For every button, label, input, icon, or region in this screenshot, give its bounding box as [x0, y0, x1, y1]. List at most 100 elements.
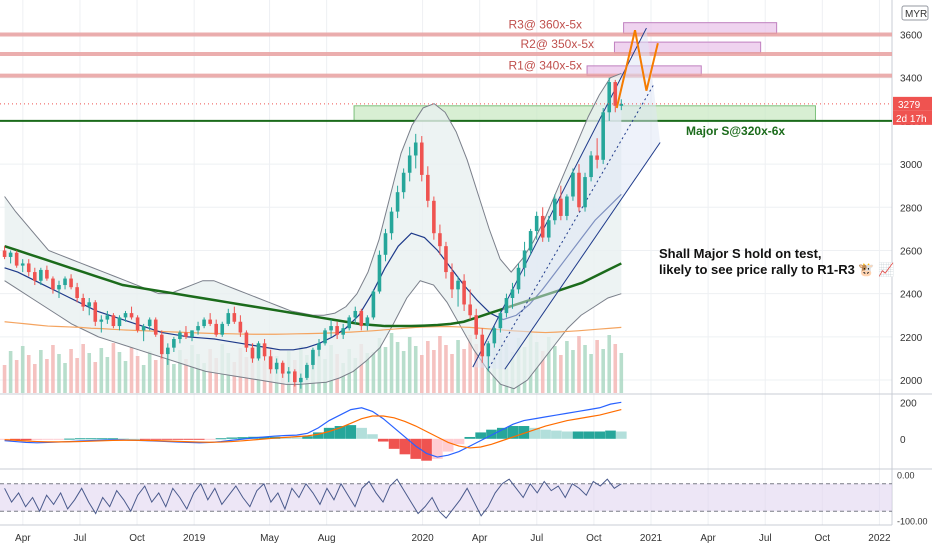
volume-bar	[111, 343, 116, 393]
oscillator-pane	[0, 478, 892, 519]
macd-histogram-bar	[64, 438, 75, 440]
candle-body	[335, 326, 339, 335]
candle-body	[565, 196, 569, 216]
candle-body	[8, 252, 13, 257]
candle-body	[280, 362, 285, 374]
price-tick-label: 2600	[900, 246, 923, 257]
volume-bar	[196, 354, 200, 393]
volume-bar	[214, 358, 218, 393]
candle-body	[468, 304, 472, 316]
volume-bar	[395, 342, 400, 393]
price-tick-label: 3000	[900, 160, 923, 171]
volume-bar	[75, 358, 79, 393]
candle-body	[256, 343, 261, 359]
candle-body	[220, 323, 225, 335]
volume-bar	[232, 362, 237, 393]
volume-bar	[63, 363, 67, 393]
macd-histogram-bar	[356, 427, 367, 439]
williams-r-line	[4, 478, 622, 519]
volume-bar	[607, 335, 612, 393]
candle-body	[504, 297, 509, 314]
volume-bar	[341, 363, 345, 393]
candle-body	[238, 321, 243, 333]
candle-body	[601, 112, 605, 160]
candle-body	[190, 330, 194, 337]
price-tick-label: 2400	[900, 290, 923, 301]
signal-line	[4, 409, 622, 449]
macd-histogram-bar	[31, 438, 43, 441]
candle-body	[57, 285, 61, 290]
volume-bar	[432, 350, 436, 393]
volume-bar	[365, 353, 370, 393]
volume-bar	[401, 351, 406, 393]
volume-bar	[147, 351, 152, 393]
last-price-box	[893, 96, 932, 111]
macd-histogram-bar	[96, 438, 108, 440]
macd-histogram-bar	[486, 429, 497, 439]
candle-body	[250, 347, 255, 359]
volume-bar	[426, 341, 430, 393]
volume-bar	[456, 340, 460, 393]
candle-body	[2, 250, 7, 257]
macd-histogram-bar	[291, 437, 303, 439]
volume-bar	[553, 346, 557, 393]
macd-histogram-bar	[464, 436, 476, 439]
volume-bar	[14, 360, 19, 393]
candle-body	[111, 315, 116, 327]
candle-body	[559, 198, 563, 216]
time-tick-label: Jul	[74, 533, 87, 544]
macd-histogram-bar	[150, 438, 162, 440]
macd-tick-label: 0	[900, 435, 906, 446]
volume-bar	[480, 353, 485, 393]
volume-bar	[540, 351, 545, 393]
macd-histogram-bar	[20, 438, 32, 441]
macd-histogram-bar	[215, 438, 227, 440]
candle-body	[232, 313, 237, 322]
volume-bar	[589, 354, 593, 393]
volume-bar	[153, 360, 158, 393]
candle-body	[93, 302, 98, 322]
time-tick-label: 2019	[183, 533, 206, 544]
candle-body	[444, 246, 448, 273]
macd-histogram-bar	[399, 438, 411, 455]
candle-body	[419, 142, 424, 175]
volume-bar	[141, 365, 146, 393]
candle-body	[589, 155, 593, 178]
volume-bar	[105, 357, 110, 393]
macd-histogram-bar	[507, 426, 519, 439]
candle-body	[323, 330, 327, 344]
candle-body	[153, 319, 158, 335]
macd-histogram-bar	[540, 429, 551, 439]
candle-body	[583, 177, 587, 208]
price-axes: 2000220024002600280030003200340036002000…	[0, 5, 932, 544]
candle-body	[395, 192, 400, 212]
volume-bar	[166, 355, 170, 393]
volume-bar	[123, 361, 128, 393]
volume-bar	[613, 344, 618, 393]
candle-body	[123, 313, 128, 318]
volume-bar	[81, 344, 85, 393]
candle-body	[184, 332, 188, 337]
macd-histogram-bar	[475, 432, 486, 439]
annotation-text: Shall Major S hold on test,	[659, 246, 822, 261]
candle-body	[262, 343, 267, 357]
macd-histogram-bar	[421, 438, 432, 461]
macd-histogram-bar	[334, 426, 346, 439]
volume-bar	[20, 346, 25, 393]
volume-bar	[619, 353, 624, 393]
macd-histogram-bar	[367, 434, 378, 439]
volume-bar	[383, 347, 388, 393]
candle-body	[407, 155, 412, 173]
volume-bar	[595, 340, 599, 393]
macd-histogram-bar	[518, 426, 530, 439]
time-tick-label: Jul	[530, 533, 543, 544]
volume-bar	[389, 333, 394, 393]
candle-body	[63, 278, 67, 286]
time-tick-label: Oct	[129, 533, 145, 544]
volume-bar	[184, 359, 188, 393]
candle-body	[274, 362, 279, 370]
annotations: R3@ 360x-5x R2@ 350x-5x R1@ 340x-5x Major S…	[508, 18, 894, 277]
volume-bar	[2, 365, 7, 393]
